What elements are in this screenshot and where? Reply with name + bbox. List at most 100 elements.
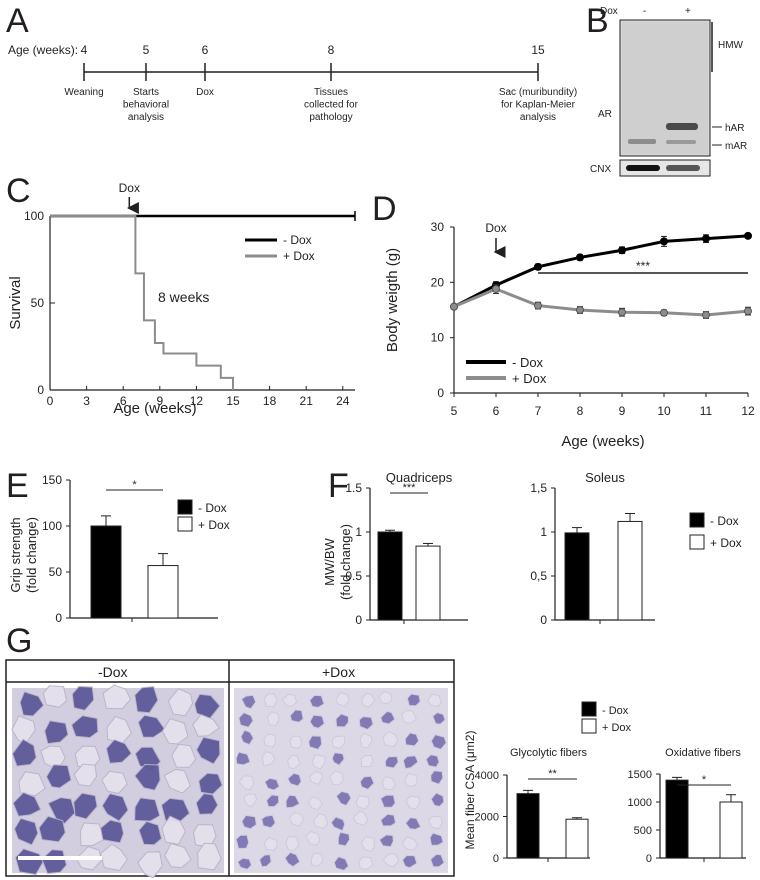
muscle-fiber bbox=[47, 797, 76, 825]
legend-swatch bbox=[581, 718, 597, 734]
muscle-fiber bbox=[358, 856, 374, 870]
bar-y-tick-label: 0 bbox=[646, 853, 652, 865]
bw-data-point bbox=[660, 237, 668, 246]
muscle-fiber bbox=[331, 735, 346, 749]
grip-strength-chart: 0 50 100 150 * Grip strength (fold change) - Do… bbox=[8, 473, 230, 625]
legend-label-minus: - Dox bbox=[283, 233, 312, 247]
muscle-fiber bbox=[335, 713, 349, 728]
bar-y-label: Grip strength bbox=[8, 517, 23, 592]
timeline-week-label: 6 bbox=[202, 43, 209, 57]
cnx-band-plus bbox=[666, 165, 700, 171]
bw-data-point bbox=[744, 307, 752, 316]
hmw-label: HMW bbox=[718, 40, 744, 51]
bw-x-tick-label: 8 bbox=[577, 404, 584, 418]
muscle-fiber bbox=[71, 685, 95, 711]
survival-y-label: Survival bbox=[7, 276, 24, 329]
muscle-fiber bbox=[359, 732, 373, 749]
survival-x-tick-label: 18 bbox=[263, 394, 277, 408]
bar bbox=[665, 779, 689, 859]
muscle-fiber bbox=[333, 856, 349, 871]
legend-label: - Dox bbox=[710, 514, 739, 528]
bw-y-label: Body weigth (g) bbox=[384, 248, 401, 352]
muscle-fiber bbox=[310, 852, 324, 867]
muscle-fiber bbox=[73, 792, 98, 820]
bar bbox=[516, 793, 540, 859]
muscle-fiber bbox=[309, 714, 325, 729]
timeline-event-text: Weaning bbox=[64, 87, 103, 98]
bar-y-tick-label: 1,5 bbox=[530, 481, 547, 495]
survival-x-tick-label: 24 bbox=[336, 394, 350, 408]
muscle-fiber bbox=[285, 794, 301, 809]
muscle-fiber bbox=[38, 815, 66, 843]
muscle-fiber bbox=[137, 714, 166, 738]
muscle-fiber bbox=[378, 834, 394, 848]
muscle-fiber bbox=[235, 751, 251, 766]
panel-label-c: C bbox=[6, 172, 31, 210]
bar bbox=[719, 801, 743, 859]
bar bbox=[617, 520, 643, 621]
panel-label-d: D bbox=[372, 190, 397, 228]
har-band bbox=[666, 123, 698, 130]
muscle-fiber bbox=[284, 851, 301, 868]
survival-x-tick-label: 3 bbox=[83, 394, 90, 408]
timeline-axis-label: Age (weeks): bbox=[8, 43, 78, 57]
bar-y-tick-label: 0.5 bbox=[345, 569, 362, 583]
bw-data-point bbox=[450, 302, 458, 311]
bar-y-tick-label: 0 bbox=[355, 613, 362, 627]
muscle-fiber bbox=[101, 770, 128, 794]
muscle-fiber bbox=[405, 817, 422, 830]
muscle-fiber bbox=[45, 764, 72, 789]
muscle-fiber bbox=[382, 852, 400, 868]
body-weight-chart: 5 6 7 8 9 10 11 12 0 10 20 30 Age (weeks) Body weigth… bbox=[384, 220, 755, 450]
muscle-fiber bbox=[287, 772, 302, 787]
panel-label-b: B bbox=[586, 2, 609, 40]
muscle-fiber bbox=[171, 743, 197, 768]
timeline-event-text: analysis bbox=[520, 112, 556, 123]
muscle-fiber bbox=[380, 794, 396, 808]
muscle-fiber bbox=[265, 794, 280, 808]
muscle-fiber bbox=[311, 754, 326, 770]
cnx-blot bbox=[619, 159, 711, 177]
survival-x-tick-label: 12 bbox=[190, 394, 204, 408]
bw-x-tick-label: 12 bbox=[741, 404, 755, 418]
muscle-fiber bbox=[405, 795, 420, 810]
bw-x-tick-label: 11 bbox=[700, 404, 713, 418]
muscle-fiber bbox=[13, 817, 39, 846]
legend-label: - Dox bbox=[198, 501, 227, 515]
muscle-fiber bbox=[263, 693, 278, 708]
muscle-fiber bbox=[381, 775, 396, 791]
bw-y-tick-label: 10 bbox=[431, 331, 445, 345]
muscle-fiber bbox=[235, 834, 250, 850]
bar-chart-title: Quadriceps bbox=[386, 470, 453, 485]
panel-label-e: E bbox=[6, 467, 29, 505]
mar-label: mAR bbox=[725, 141, 747, 152]
muscle-fiber bbox=[195, 792, 219, 815]
legend-label: + Dox bbox=[602, 722, 632, 734]
muscle-fiber bbox=[308, 735, 323, 750]
legend-swatch bbox=[581, 701, 597, 717]
timeline-panel: Age (weeks): 4Weaning5Startsbehavioralana… bbox=[8, 43, 577, 123]
legend-label: + Dox bbox=[710, 536, 742, 550]
muscle-fiber bbox=[137, 851, 163, 879]
bw-x-tick-label: 7 bbox=[535, 404, 542, 418]
muscle-fiber bbox=[289, 735, 303, 749]
muscle-fiber bbox=[329, 770, 344, 786]
muscle-fiber bbox=[380, 710, 396, 725]
bar bbox=[415, 545, 441, 621]
muscle-fiber bbox=[401, 709, 418, 725]
muscle-fiber bbox=[401, 854, 418, 869]
bar-y-tick-label: 1500 bbox=[628, 769, 652, 781]
muscle-fiber bbox=[429, 832, 444, 846]
muscle-fiber bbox=[335, 691, 350, 707]
bw-data-point bbox=[618, 308, 626, 317]
legend-label-minus: - Dox bbox=[512, 355, 544, 370]
bar-y-tick-label: 0 bbox=[540, 613, 547, 627]
survival-x-tick-label: 6 bbox=[120, 394, 127, 408]
bw-series-line bbox=[453, 287, 749, 317]
muscle-fiber bbox=[258, 854, 272, 868]
muscle-fiber bbox=[331, 752, 345, 766]
muscle-fiber bbox=[427, 693, 442, 707]
ar-label: AR bbox=[598, 109, 612, 120]
muscle-fiber bbox=[101, 793, 129, 822]
